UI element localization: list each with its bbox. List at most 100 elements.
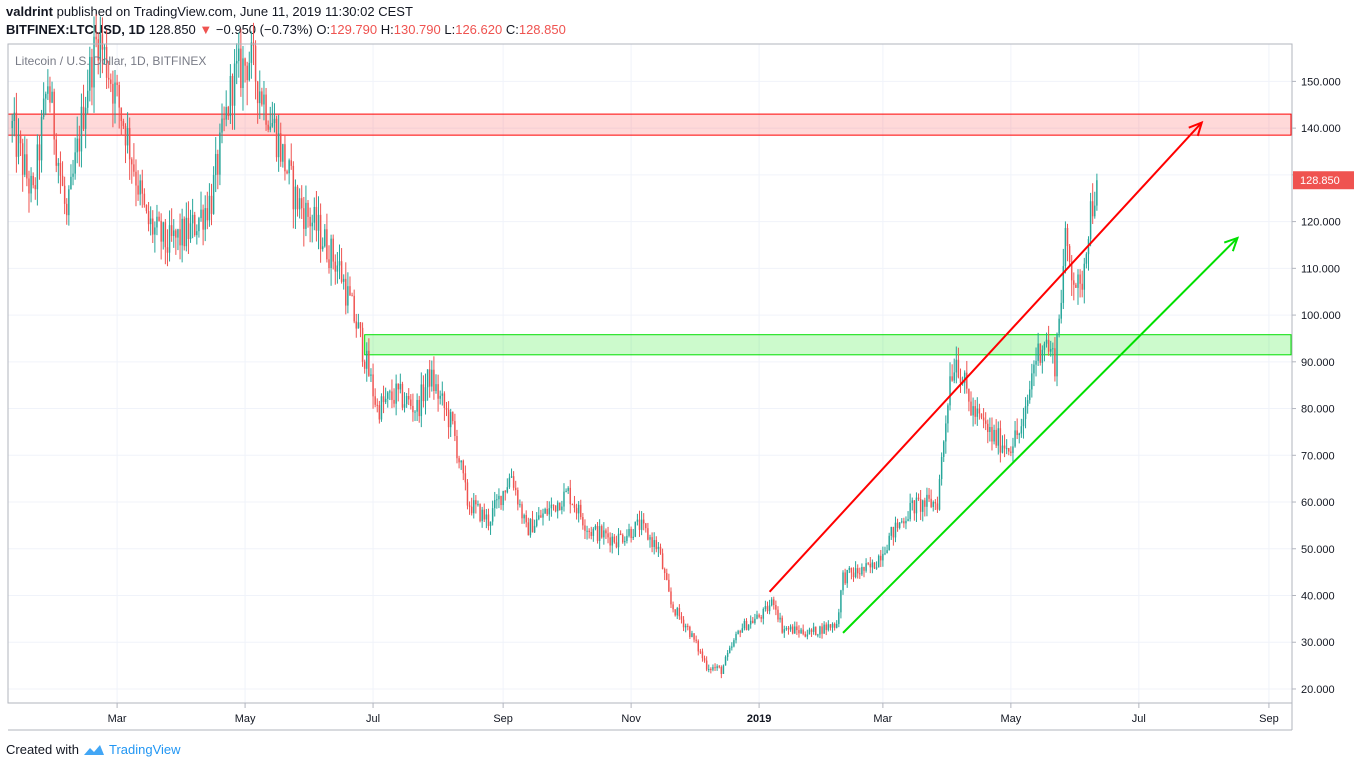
candle-body <box>850 567 853 573</box>
candle-body <box>817 634 819 636</box>
candle-body <box>42 98 45 117</box>
candle-body <box>968 388 970 402</box>
candle-body <box>47 86 49 94</box>
time-axis[interactable]: Mar May Jul Sep Nov 2019 Mar May Jul Sep <box>108 703 1279 725</box>
candle-body <box>374 396 376 405</box>
candle-body <box>45 93 47 99</box>
candle-body <box>611 536 613 546</box>
candle-body <box>745 620 748 630</box>
time-tick-label: Nov <box>621 713 641 725</box>
candle-body <box>185 217 188 247</box>
candle-body <box>873 562 876 569</box>
candle-body <box>865 563 867 571</box>
candle-body <box>764 606 767 610</box>
red-trend-arrow <box>768 121 1203 593</box>
candle-body <box>1058 318 1060 334</box>
candle-body <box>653 540 655 547</box>
price-tick-label: 30.000 <box>1301 637 1335 649</box>
candle-body <box>991 427 993 442</box>
candle-body <box>399 383 402 390</box>
candle-body <box>256 81 259 104</box>
candle-body <box>118 85 120 108</box>
candle-body <box>632 536 634 538</box>
candle-body <box>315 206 318 231</box>
candle-body <box>880 555 882 561</box>
candle-body <box>770 599 773 606</box>
candle-body <box>621 534 624 543</box>
candle-body <box>762 609 765 619</box>
candle-body <box>152 218 154 235</box>
candle-body <box>848 567 851 570</box>
candle-body <box>137 185 139 195</box>
candle-body <box>605 530 607 534</box>
candle-body <box>527 522 530 536</box>
candle-body <box>160 220 162 242</box>
candle-body <box>546 508 548 515</box>
candle-body <box>284 144 286 172</box>
candles-layer <box>11 14 1098 679</box>
candle-body <box>261 91 263 105</box>
candle-body <box>1012 446 1014 453</box>
candle-body <box>601 526 603 538</box>
candle-body <box>869 563 872 568</box>
candle-body <box>559 502 561 511</box>
candle-body <box>101 34 104 50</box>
candle-body <box>489 521 492 526</box>
last-price-label: 128.850 <box>1300 175 1340 187</box>
candle-body <box>682 619 685 628</box>
candle-body <box>431 369 433 387</box>
candle-body <box>544 508 546 514</box>
candle-body <box>773 599 775 605</box>
candle-body <box>401 383 404 408</box>
close-value: 128.850 <box>518 22 566 37</box>
candle-body <box>235 61 238 64</box>
candle-body <box>978 408 981 414</box>
candle-body <box>989 427 991 433</box>
candle-body <box>1081 283 1083 290</box>
candle-body <box>651 537 653 547</box>
candle-body <box>133 164 135 172</box>
candle-body <box>922 500 924 512</box>
candle-body <box>384 398 387 403</box>
candle-body <box>909 503 911 520</box>
candle-body <box>487 514 490 526</box>
candle-body <box>928 494 930 499</box>
candle-body <box>624 540 626 543</box>
candle-body <box>84 107 87 129</box>
price-tick-label: 120.000 <box>1301 217 1341 229</box>
candle-body <box>819 626 821 635</box>
candle-body <box>859 573 861 575</box>
candle-body <box>932 501 934 507</box>
candle-body <box>970 401 972 416</box>
candle-body <box>324 229 326 247</box>
candle-body <box>647 528 649 540</box>
candle-body <box>351 295 353 297</box>
candle-body <box>420 384 423 417</box>
candle-body <box>705 660 708 670</box>
candle-body <box>794 626 796 634</box>
candle-body <box>103 46 106 50</box>
price-axis[interactable]: 150.000140.000130.000120.000110.000100.0… <box>1292 76 1341 696</box>
candle-body <box>749 620 752 625</box>
candle-body <box>1016 430 1018 436</box>
tradingview-brand-link[interactable]: TradingView <box>108 742 181 757</box>
candle-body <box>342 278 345 282</box>
candle-body <box>370 374 372 376</box>
candle-body <box>726 653 729 657</box>
price-tick-label: 90.000 <box>1301 357 1335 369</box>
candle-body <box>569 487 572 505</box>
candle-body <box>676 608 679 616</box>
candle-body <box>387 392 389 399</box>
candle-body <box>1041 349 1044 363</box>
candle-body <box>741 628 744 633</box>
author-name[interactable]: valdrint <box>6 4 53 19</box>
candle-body <box>233 63 236 106</box>
candle-body <box>214 153 217 176</box>
candle-body <box>1060 302 1062 319</box>
candle-body <box>538 515 540 520</box>
candle-body <box>1091 201 1094 217</box>
candle-body <box>638 519 641 530</box>
candle-body <box>787 628 790 630</box>
candle-body <box>317 214 320 231</box>
